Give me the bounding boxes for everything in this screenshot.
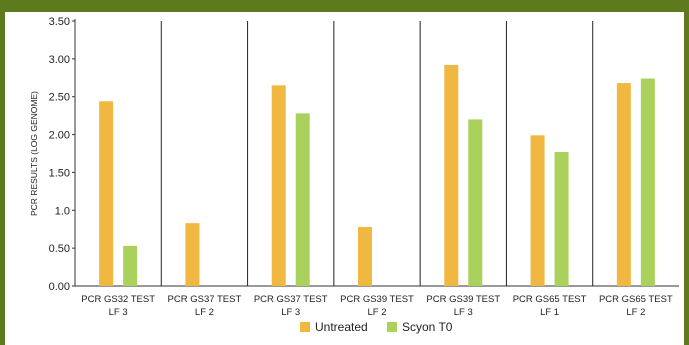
y-tick-label: 2.00 bbox=[49, 130, 70, 142]
bar-untreated bbox=[444, 64, 459, 287]
y-tick-label: 0.50 bbox=[49, 243, 70, 255]
right-border bbox=[684, 0, 689, 345]
bar-scyon-t0 bbox=[123, 245, 138, 286]
y-tick-label: 3.00 bbox=[49, 54, 70, 66]
legend-swatch-scyon-t0 bbox=[387, 322, 397, 332]
x-category-sublabel: LF 1 bbox=[540, 307, 559, 318]
x-category-sublabel: LF 3 bbox=[281, 307, 300, 318]
bar-untreated bbox=[616, 83, 631, 286]
bar-scyon-t0 bbox=[295, 113, 310, 286]
x-category-label: PCR GS37 TEST bbox=[254, 294, 328, 305]
bar-scyon-t0 bbox=[468, 119, 483, 286]
x-category-sublabel: LF 3 bbox=[109, 307, 128, 318]
x-category-label: PCR GS65 TEST bbox=[513, 294, 587, 305]
x-category-label: PCR GS39 TEST bbox=[340, 294, 414, 305]
left-border bbox=[0, 0, 5, 345]
bar-scyon-t0 bbox=[640, 78, 655, 287]
bar-untreated bbox=[358, 226, 372, 286]
y-axis-title: PCR RESULTS (LOG GENOME) bbox=[29, 91, 39, 216]
x-category-label: PCR GS65 TEST bbox=[599, 294, 673, 305]
y-tick-label: 1.0 bbox=[55, 205, 70, 217]
bar-scyon-t0 bbox=[554, 151, 569, 286]
legend-label-untreated: Untreated bbox=[315, 320, 368, 334]
legend-label-scyon-t0: Scyon T0 bbox=[402, 320, 453, 334]
y-tick-label: 3.50 bbox=[49, 16, 70, 28]
header-bar bbox=[0, 0, 689, 12]
bar-untreated bbox=[185, 223, 200, 286]
x-category-label: PCR GS39 TEST bbox=[426, 294, 500, 305]
bar-untreated bbox=[530, 135, 545, 286]
x-category-label: PCR GS37 TEST bbox=[168, 294, 242, 305]
x-category-sublabel: LF 2 bbox=[367, 307, 386, 318]
x-category-label: PCR GS32 TEST bbox=[81, 294, 155, 305]
bar-untreated bbox=[99, 101, 114, 286]
y-tick-label: 1.50 bbox=[49, 167, 70, 179]
x-category-sublabel: LF 2 bbox=[626, 307, 645, 318]
x-category-sublabel: LF 2 bbox=[195, 307, 214, 318]
x-category-sublabel: LF 3 bbox=[454, 307, 473, 318]
bar-untreated bbox=[271, 85, 286, 286]
y-tick-label: 0.00 bbox=[49, 281, 70, 293]
y-tick-label: 2.50 bbox=[49, 92, 70, 104]
legend-swatch-untreated bbox=[300, 322, 310, 332]
